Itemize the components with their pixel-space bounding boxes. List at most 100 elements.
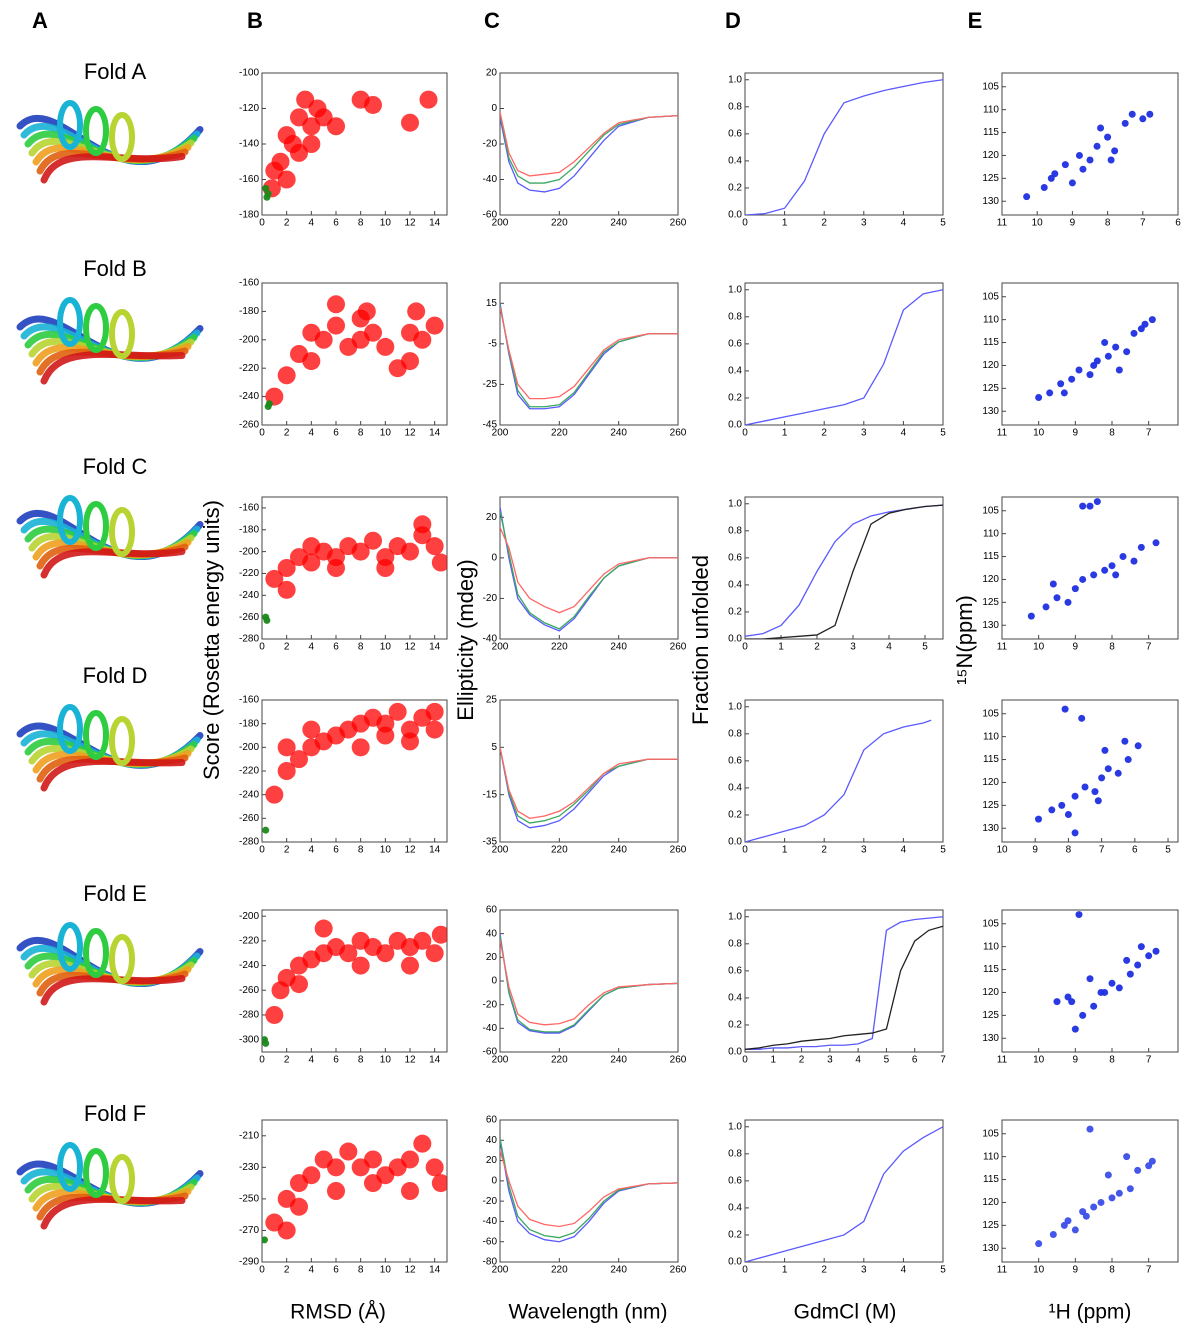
data-line bbox=[745, 1126, 943, 1262]
y-tick-label: -40 bbox=[483, 174, 498, 185]
y-tick-label: 115 bbox=[983, 754, 999, 765]
x-tick-label: 4 bbox=[309, 1265, 315, 1276]
y-tick-label: 120 bbox=[982, 777, 999, 788]
x-tick-label: 10 bbox=[1033, 1265, 1045, 1276]
chart-panel: 0 2 4 6 8 10 12 14 -180 -160 -140 -120 -100 bbox=[239, 68, 448, 229]
data-point bbox=[413, 931, 432, 950]
data-line bbox=[500, 307, 678, 400]
data-point bbox=[401, 732, 419, 751]
helix bbox=[57, 495, 83, 545]
data-point bbox=[302, 553, 321, 572]
x-tick-label: 0 bbox=[259, 642, 265, 653]
data-line bbox=[500, 747, 678, 824]
data-point bbox=[401, 956, 419, 975]
x-tick-label: 5 bbox=[940, 218, 946, 229]
x-tick-label: 7 bbox=[1146, 642, 1152, 653]
data-point bbox=[425, 1158, 444, 1177]
data-point bbox=[1086, 502, 1094, 510]
data-point bbox=[1128, 110, 1136, 118]
data-line bbox=[500, 1150, 678, 1228]
y-tick-label: 130 bbox=[982, 196, 999, 207]
y-tick-label: 115 bbox=[983, 551, 999, 562]
data-point bbox=[351, 738, 370, 757]
x-tick-label: 12 bbox=[404, 428, 416, 439]
y-axis-title: Ellipticity (mdeg) bbox=[453, 559, 478, 720]
y-tick-label: 0.4 bbox=[728, 580, 742, 591]
y-tick-label: 1.0 bbox=[728, 498, 742, 509]
y-tick-label: -240 bbox=[239, 960, 259, 971]
y-tick-label: 120 bbox=[982, 360, 999, 371]
y-tick-label: 105 bbox=[982, 1128, 999, 1139]
x-tick-label: 11 bbox=[997, 1055, 1008, 1066]
plot-frame bbox=[1001, 1119, 1179, 1263]
data-point bbox=[1112, 343, 1120, 351]
plot-data bbox=[1023, 110, 1154, 201]
y-tick-label: 0.2 bbox=[728, 183, 742, 194]
chart-panel: 200 220 240 260 -45 -25 -5 15 bbox=[483, 282, 687, 439]
data-point bbox=[1134, 742, 1142, 750]
x-tick-label: 12 bbox=[404, 1055, 416, 1066]
helix bbox=[109, 1154, 135, 1204]
x-tick-label: 200 bbox=[492, 642, 509, 653]
x-tick-label: 6 bbox=[333, 1265, 339, 1276]
y-tick-label: -230 bbox=[239, 1162, 259, 1173]
data-point bbox=[1121, 737, 1129, 745]
x-tick-label: 11 bbox=[997, 1265, 1008, 1276]
x-tick-label: 10 bbox=[1032, 218, 1044, 229]
y-tick-label: 130 bbox=[982, 1243, 999, 1254]
x-tick-label: 6 bbox=[333, 428, 339, 439]
x-tick-label: 14 bbox=[429, 845, 441, 856]
y-tick-label: 0 bbox=[491, 103, 497, 114]
data-point bbox=[1148, 1157, 1156, 1165]
data-point bbox=[1101, 566, 1109, 574]
data-point bbox=[1064, 1217, 1072, 1225]
data-point bbox=[1130, 557, 1138, 565]
x-tick-label: 2 bbox=[284, 845, 290, 856]
data-point bbox=[265, 1005, 284, 1024]
x-tick-label: 8 bbox=[1109, 1265, 1115, 1276]
x-tick-label: 14 bbox=[429, 1265, 441, 1276]
plot-data bbox=[500, 1138, 678, 1243]
protein-cartoon bbox=[16, 100, 204, 184]
data-point bbox=[1086, 371, 1094, 379]
y-tick-label: 0.8 bbox=[728, 938, 742, 949]
data-line bbox=[500, 747, 678, 820]
plot-data bbox=[264, 295, 444, 411]
x-tick-label: 5 bbox=[940, 428, 946, 439]
data-point bbox=[388, 702, 407, 721]
fold-title: Fold B bbox=[83, 256, 147, 281]
data-point bbox=[290, 750, 308, 769]
protein-cartoon bbox=[16, 704, 204, 792]
x-tick-label: 0 bbox=[259, 845, 265, 856]
chart-panel: 0 1 2 3 4 5 0.0 0.2 0.4 0.6 0.8 1.0 bbox=[728, 72, 946, 229]
data-line bbox=[745, 289, 943, 425]
data-point bbox=[1093, 498, 1101, 506]
plot-data bbox=[745, 916, 943, 1050]
data-line bbox=[500, 305, 678, 408]
y-tick-label: -260 bbox=[239, 420, 259, 431]
y-tick-label: -220 bbox=[239, 363, 259, 374]
data-point bbox=[1061, 705, 1069, 713]
data-point bbox=[1108, 1194, 1116, 1202]
y-tick-label: 125 bbox=[982, 383, 999, 394]
x-tick-label: 10 bbox=[1033, 642, 1045, 653]
y-tick-label: -270 bbox=[239, 1225, 259, 1236]
y-tick-label: 0.8 bbox=[728, 101, 742, 112]
data-point bbox=[271, 152, 290, 171]
data-line bbox=[745, 925, 943, 1050]
y-tick-label: 0.6 bbox=[728, 338, 742, 349]
x-axis-title: RMSD (Å) bbox=[290, 1301, 386, 1324]
data-point bbox=[262, 826, 270, 834]
x-tick-label: 2 bbox=[821, 845, 827, 856]
x-tick-label: 10 bbox=[380, 1055, 392, 1066]
x-tick-label: 0 bbox=[742, 218, 748, 229]
plot-frame bbox=[499, 72, 679, 216]
x-tick-label: 12 bbox=[404, 845, 416, 856]
data-point bbox=[302, 720, 321, 739]
y-tick-label: 0.6 bbox=[728, 1175, 742, 1186]
x-tick-label: 2 bbox=[284, 1055, 290, 1066]
y-tick-label: -35 bbox=[483, 837, 498, 848]
x-tick-label: 11 bbox=[997, 218, 1008, 229]
data-point bbox=[431, 1174, 447, 1193]
plot-data bbox=[745, 79, 943, 215]
